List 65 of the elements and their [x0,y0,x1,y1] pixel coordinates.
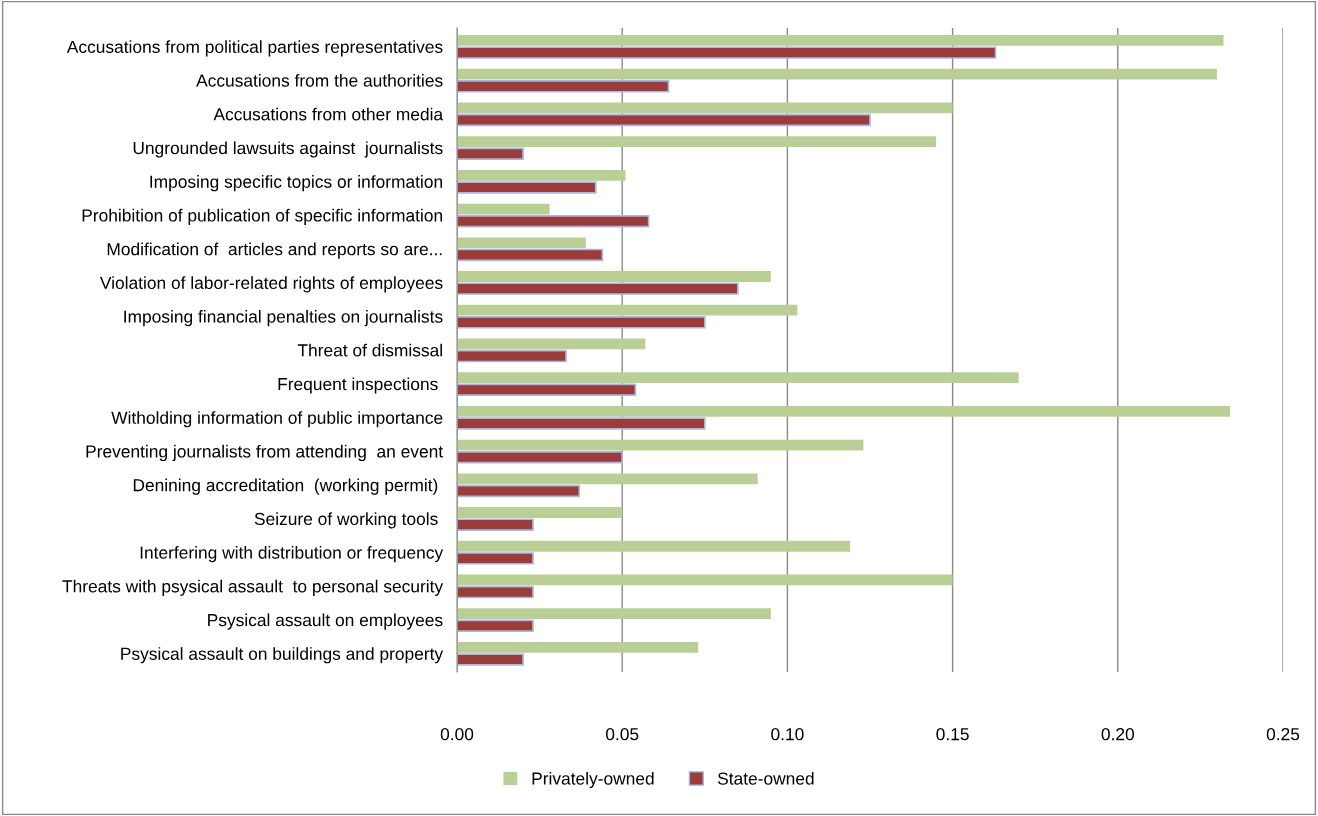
y-tick-label: Interfering with distribution or frequency [140,546,444,563]
bar [457,574,953,586]
y-tick-label: Threats with psysical assault to personal security [62,579,444,596]
y-tick-label: Threat of dismissal [297,343,442,357]
y-tick-label: Ungrounded lawsuits against journalists [133,141,443,158]
y-tick-label: Psysical assault on employees [208,613,443,630]
y-tick-label: Psysical assault on buildings and property [121,647,444,664]
bar [457,585,534,599]
y-tick-label: Seizure of working tools [254,512,438,529]
y-tick-label: Accusations from other media [213,107,444,121]
x-tick-label: 0.25 [1266,728,1300,741]
bar [457,641,699,653]
bar [457,405,1231,417]
x-tick-label: 0.10 [771,728,804,741]
bar [457,203,550,215]
bar [457,450,624,464]
bar [457,147,524,160]
bar [457,35,1224,46]
y-tick-label: Prohibition of publication of specific information [82,208,443,226]
bar [457,383,637,397]
bar [457,417,706,430]
bar [457,68,1217,80]
y-tick-label: Preventing journalists from attending an event [86,444,444,462]
bar [457,46,997,59]
bar [457,653,524,666]
bar [457,169,626,181]
x-tick-label: 0.15 [936,728,969,741]
x-tick-label: 0.00 [440,728,474,741]
bar [457,473,758,485]
legend-label: State-owned [717,771,814,785]
bar [457,248,604,262]
y-tick-label: Violation of labor-related rights of employees [99,276,443,293]
y-tick-label: Modification of articles and reports so are... [107,242,442,259]
y-tick-label: Accusations from the authorities [196,73,443,87]
x-tick-label: 0.05 [605,728,639,741]
bar [457,484,581,498]
bar [457,271,771,282]
bar [457,507,623,518]
y-tick-label: Accusations from political parties representatives [66,40,443,57]
bar [457,113,871,127]
bar [457,316,706,329]
bar [457,102,953,114]
bar [457,304,798,316]
bar [457,80,670,93]
bar [457,372,1019,384]
bar [457,518,534,531]
bar [457,181,597,194]
legend-label: Privately-owned [532,771,654,789]
y-tick-label: Witholding information of public importance [111,411,443,428]
bar [457,552,534,565]
bar [457,214,650,228]
bar [457,439,864,451]
bar [457,338,646,350]
y-tick-label: Imposing financial penalties on journalists [124,309,443,327]
bar [457,282,739,295]
x-tick-label: 0.20 [1101,728,1135,741]
bar [457,136,937,148]
bar [457,349,567,363]
bar [457,237,586,249]
bar [457,540,851,552]
bar [457,608,771,620]
y-tick-label: Imposing specific topics or information [150,175,442,192]
bar [457,619,534,633]
y-tick-label: Denining accreditation (working permit) [133,478,438,495]
y-tick-label: Frequent inspections [278,377,438,394]
